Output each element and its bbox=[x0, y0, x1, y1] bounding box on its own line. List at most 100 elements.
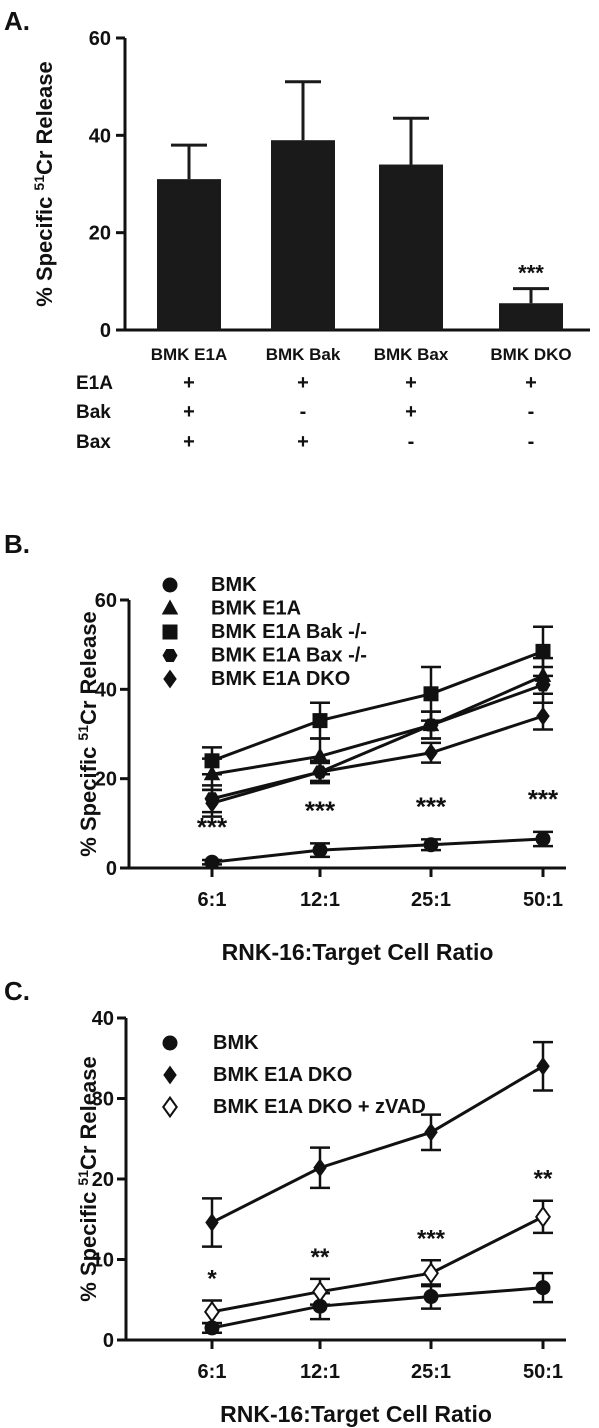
legend-label: BMK E1A DKO bbox=[211, 668, 350, 690]
x-tick-label: BMK E1A bbox=[151, 345, 228, 364]
series-line bbox=[211, 1286, 544, 1330]
data-point bbox=[423, 718, 439, 732]
x-tick-label: BMK Bax bbox=[374, 345, 449, 364]
data-point bbox=[313, 1158, 327, 1178]
series-line bbox=[211, 683, 544, 801]
data-point bbox=[205, 1213, 219, 1232]
significance-label: *** bbox=[518, 261, 544, 286]
legend-label: BMK E1A DKO bbox=[213, 1064, 352, 1086]
genotype-cell: + bbox=[297, 431, 309, 453]
legend-label: BMK E1A bbox=[211, 598, 301, 620]
legend-marker bbox=[161, 599, 179, 615]
x-axis-label: RNK-16:Target Cell Ratio bbox=[220, 1401, 492, 1427]
legend-label: BMK E1A Bax -/- bbox=[211, 645, 367, 667]
x-tick-label: 6:1 bbox=[198, 889, 227, 911]
x-tick-label: 25:1 bbox=[411, 1361, 451, 1383]
legend-label: BMK bbox=[213, 1032, 259, 1054]
y-tick-label: 40 bbox=[89, 125, 111, 147]
genotype-cell: + bbox=[183, 431, 195, 453]
data-point bbox=[535, 643, 551, 659]
data-point bbox=[205, 793, 219, 813]
y-tick-label: 10 bbox=[92, 1250, 114, 1272]
y-tick-label: 30 bbox=[92, 1089, 114, 1111]
x-tick-label: 12:1 bbox=[300, 889, 340, 911]
bar bbox=[271, 140, 335, 330]
series-line bbox=[211, 714, 544, 805]
genotype-row-label: E1A bbox=[76, 373, 113, 394]
data-point bbox=[535, 831, 551, 847]
panel-label: B. bbox=[4, 529, 30, 559]
data-point bbox=[424, 1122, 438, 1142]
y-axis-label: % Specific 51Cr Release bbox=[75, 1056, 101, 1301]
x-tick-label: BMK DKO bbox=[490, 345, 571, 364]
data-point bbox=[204, 854, 220, 870]
genotype-cell: - bbox=[408, 431, 415, 453]
y-tick-label: 0 bbox=[106, 858, 117, 880]
significance-label: *** bbox=[528, 784, 559, 814]
data-point bbox=[311, 747, 329, 763]
significance-label: ** bbox=[311, 1244, 330, 1271]
legend-marker bbox=[163, 669, 177, 689]
y-tick-label: 0 bbox=[100, 320, 111, 342]
legend-label: BMK E1A DKO + zVAD bbox=[213, 1096, 426, 1118]
significance-label: ** bbox=[534, 1166, 553, 1193]
significance-label: *** bbox=[197, 812, 228, 842]
genotype-cell: + bbox=[525, 372, 537, 394]
series-line bbox=[211, 1215, 544, 1314]
data-point bbox=[536, 1056, 550, 1076]
series-line bbox=[211, 837, 544, 864]
data-point bbox=[423, 686, 439, 702]
legend-marker bbox=[162, 649, 178, 662]
series-line bbox=[211, 649, 544, 763]
y-tick-label: 40 bbox=[95, 679, 117, 701]
data-point bbox=[312, 1280, 328, 1303]
genotype-cell: - bbox=[528, 401, 535, 423]
data-point bbox=[536, 706, 550, 726]
genotype-cell: - bbox=[528, 431, 535, 453]
x-tick-label: 6:1 bbox=[198, 1361, 227, 1383]
data-point bbox=[535, 678, 551, 692]
significance-label: *** bbox=[305, 795, 336, 825]
y-tick-label: 20 bbox=[95, 769, 117, 791]
significance-label: *** bbox=[417, 1225, 446, 1252]
legend-label: BMK bbox=[211, 574, 257, 596]
data-point bbox=[423, 1262, 439, 1285]
data-point bbox=[313, 762, 327, 782]
legend-marker bbox=[162, 1095, 178, 1119]
data-point bbox=[312, 713, 328, 729]
panel-label: C. bbox=[4, 976, 30, 1006]
data-point bbox=[424, 743, 438, 763]
legend-marker bbox=[163, 1065, 177, 1085]
x-tick-label: 50:1 bbox=[523, 889, 563, 911]
panel-label: A. bbox=[4, 6, 30, 36]
x-tick-label: 12:1 bbox=[300, 1361, 340, 1383]
series-line bbox=[211, 1065, 544, 1224]
data-point bbox=[204, 753, 220, 769]
genotype-row-label: Bak bbox=[76, 402, 111, 423]
x-tick-label: 50:1 bbox=[523, 1361, 563, 1383]
x-tick-label: 25:1 bbox=[411, 889, 451, 911]
genotype-cell: + bbox=[405, 372, 417, 394]
y-axis-label: % Specific 51Cr Release bbox=[31, 61, 57, 306]
genotype-cell: - bbox=[300, 401, 307, 423]
data-point bbox=[312, 842, 328, 858]
y-tick-label: 0 bbox=[103, 1330, 114, 1352]
y-tick-label: 40 bbox=[92, 1008, 114, 1030]
legend-marker bbox=[162, 1035, 178, 1051]
y-tick-label: 60 bbox=[89, 28, 111, 50]
data-point bbox=[423, 1289, 439, 1305]
significance-label: *** bbox=[416, 791, 447, 821]
genotype-cell: + bbox=[183, 401, 195, 423]
data-point bbox=[535, 1205, 551, 1228]
genotype-row-label: Bax bbox=[76, 432, 111, 453]
y-tick-label: 60 bbox=[95, 590, 117, 612]
data-point bbox=[312, 1298, 328, 1314]
series-line bbox=[211, 674, 544, 776]
data-point bbox=[204, 1300, 220, 1323]
legend-label: BMK E1A Bak -/- bbox=[211, 621, 367, 643]
legend-marker bbox=[162, 577, 178, 593]
genotype-cell: + bbox=[405, 401, 417, 423]
bar bbox=[499, 303, 563, 330]
legend-marker bbox=[162, 624, 178, 640]
